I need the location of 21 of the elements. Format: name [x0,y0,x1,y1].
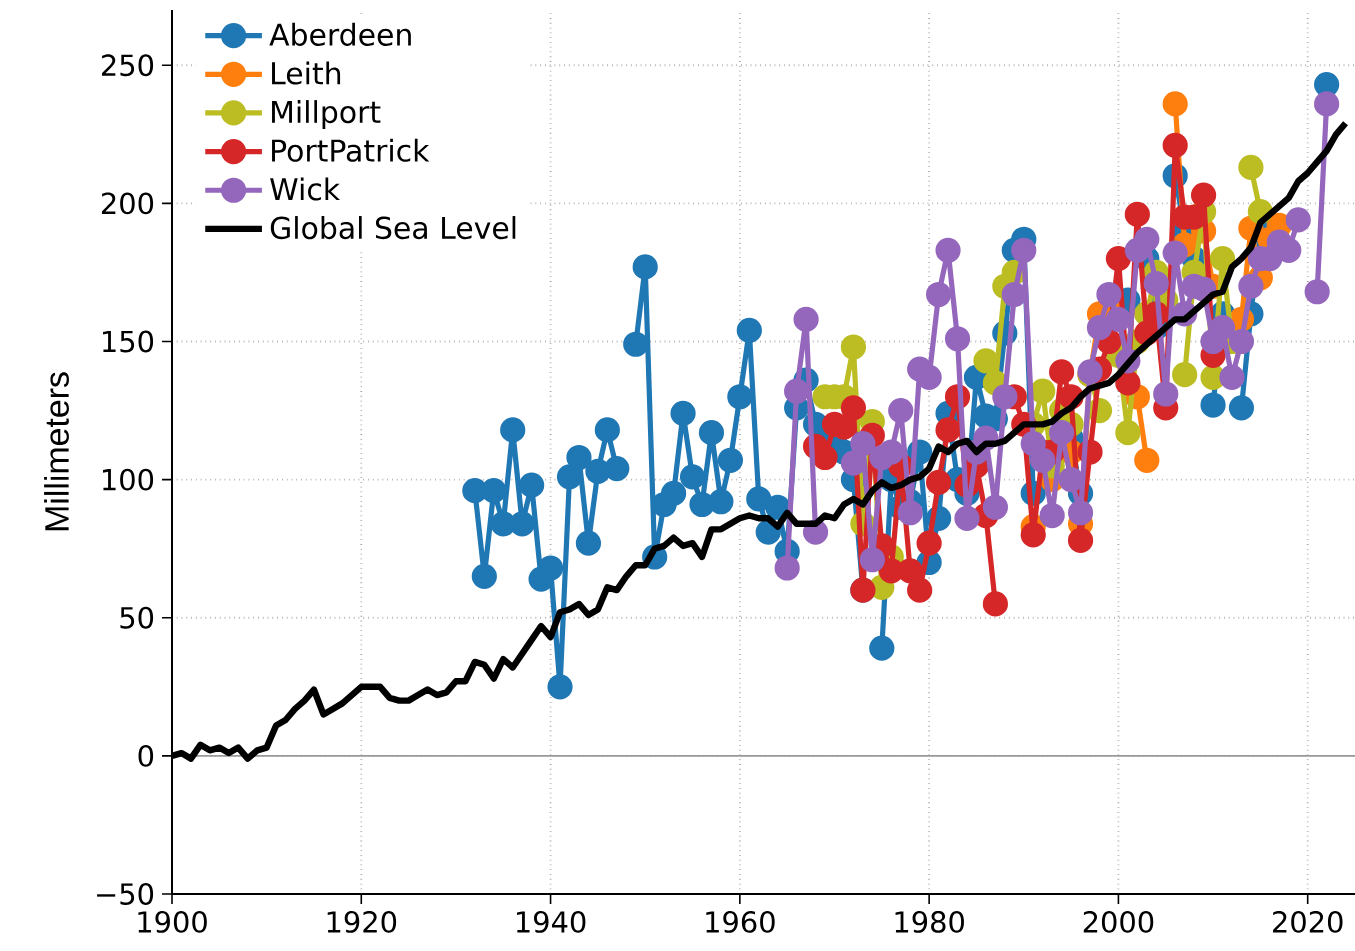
legend-label: Wick [270,177,341,201]
legend-label: PortPatrick [272,138,430,162]
x-tick-label: 1900 [138,910,207,933]
x-tick-label: 2000 [1083,910,1154,933]
y-tick-label: −50 [97,883,154,905]
y-tick-label: 250 [101,54,154,77]
legend-label: Aberdeen [269,22,411,46]
y-axis-title: Millimeters [44,372,69,531]
y-tick-label: 50 [120,606,154,629]
x-tick-label: 1920 [327,910,397,933]
y-tick-label: 0 [138,744,154,767]
x-tick-label: 1980 [895,910,964,933]
x-tick-label: 2020 [1273,910,1343,933]
y-tick-label: 150 [103,330,154,353]
legend-label: Global Sea Level [270,216,516,240]
x-tick-label: 1940 [516,910,586,933]
y-tick-label: 100 [103,468,154,491]
legend-label: Leith [272,61,341,85]
y-tick-label: 200 [101,192,154,215]
legend-label: Millport [272,100,381,130]
x-tick-label: 1960 [706,910,775,933]
